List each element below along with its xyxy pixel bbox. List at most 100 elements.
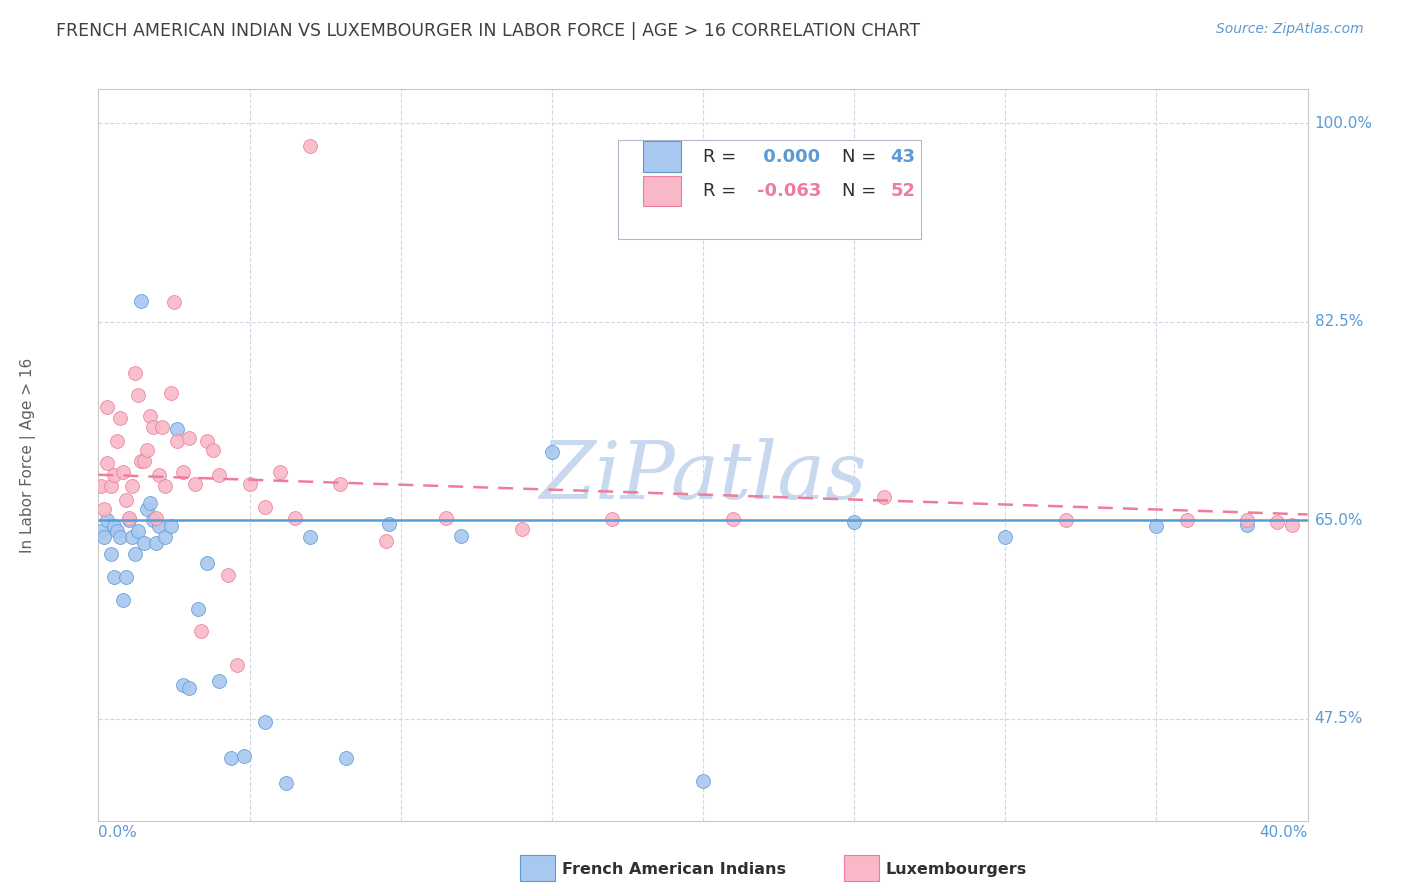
Point xyxy=(450,529,472,543)
Point xyxy=(96,513,118,527)
Point xyxy=(103,570,125,584)
Text: 65.0%: 65.0% xyxy=(1315,513,1362,528)
Text: -0.063: -0.063 xyxy=(758,182,821,200)
Text: N =: N = xyxy=(842,182,882,200)
Point xyxy=(118,513,141,527)
Point xyxy=(540,445,562,459)
Point xyxy=(124,366,146,380)
Point xyxy=(1144,518,1167,533)
Point xyxy=(510,522,533,536)
Point xyxy=(100,479,122,493)
Text: 100.0%: 100.0% xyxy=(1315,116,1372,131)
Point xyxy=(195,556,218,570)
Point xyxy=(202,442,225,457)
Point xyxy=(103,518,125,533)
Point xyxy=(145,511,167,525)
Point xyxy=(90,479,112,493)
Point xyxy=(129,294,152,309)
Point xyxy=(93,530,115,544)
Point xyxy=(118,511,141,525)
Point xyxy=(166,434,188,448)
Point xyxy=(127,388,149,402)
Text: R =: R = xyxy=(703,148,742,166)
Point xyxy=(135,442,157,457)
Text: 47.5%: 47.5% xyxy=(1315,711,1362,726)
Point xyxy=(253,500,276,514)
Text: 0.0%: 0.0% xyxy=(98,825,138,840)
Point xyxy=(145,536,167,550)
Point xyxy=(692,774,714,789)
Text: 43: 43 xyxy=(890,148,915,166)
Point xyxy=(377,516,399,531)
Text: French American Indians: French American Indians xyxy=(562,863,786,877)
Point xyxy=(172,677,194,691)
Point xyxy=(299,530,322,544)
Point xyxy=(160,386,183,401)
Point xyxy=(177,432,201,446)
Point xyxy=(1236,517,1258,532)
Point xyxy=(329,476,352,491)
FancyBboxPatch shape xyxy=(643,142,682,172)
Text: ZiPatlas: ZiPatlas xyxy=(540,438,866,516)
Point xyxy=(374,533,396,548)
Point xyxy=(274,776,297,790)
Point xyxy=(132,536,155,550)
Point xyxy=(1281,517,1303,532)
Point xyxy=(160,518,183,533)
Point xyxy=(177,681,201,695)
Point xyxy=(139,496,162,510)
Point xyxy=(148,467,170,482)
Point xyxy=(721,512,744,526)
Point xyxy=(105,524,128,539)
Point xyxy=(602,512,624,526)
Point xyxy=(335,751,357,765)
Text: Luxembourgers: Luxembourgers xyxy=(886,863,1026,877)
Point xyxy=(142,513,165,527)
Point xyxy=(221,751,243,765)
Point xyxy=(121,479,143,493)
Text: 82.5%: 82.5% xyxy=(1315,314,1362,329)
Point xyxy=(208,674,231,689)
FancyBboxPatch shape xyxy=(619,140,921,239)
Text: FRENCH AMERICAN INDIAN VS LUXEMBOURGER IN LABOR FORCE | AGE > 16 CORRELATION CHA: FRENCH AMERICAN INDIAN VS LUXEMBOURGER I… xyxy=(56,22,921,40)
Point xyxy=(232,749,254,764)
Point xyxy=(139,409,162,423)
Point xyxy=(153,479,176,493)
Point xyxy=(121,530,143,544)
Text: R =: R = xyxy=(703,182,742,200)
Point xyxy=(217,567,239,582)
Point xyxy=(153,530,176,544)
Point xyxy=(96,400,118,414)
Text: 52: 52 xyxy=(890,182,915,200)
Point xyxy=(111,466,134,480)
Point xyxy=(105,434,128,448)
Point xyxy=(873,491,896,505)
Point xyxy=(172,466,194,480)
Point xyxy=(1236,513,1258,527)
Point xyxy=(284,511,307,525)
Point xyxy=(100,547,122,561)
Point xyxy=(184,476,207,491)
Point xyxy=(135,501,157,516)
Point xyxy=(844,516,866,530)
Point xyxy=(114,492,136,507)
Point xyxy=(1265,516,1288,530)
Point xyxy=(269,466,291,480)
Point xyxy=(96,457,118,471)
Point xyxy=(108,530,131,544)
Point xyxy=(142,420,165,434)
Point xyxy=(1175,513,1198,527)
Point xyxy=(208,467,231,482)
Point xyxy=(253,714,276,729)
Text: In Labor Force | Age > 16: In Labor Force | Age > 16 xyxy=(20,358,37,552)
Point xyxy=(132,454,155,468)
Point xyxy=(299,139,322,153)
Point xyxy=(90,524,112,539)
Text: 0.000: 0.000 xyxy=(758,148,821,166)
Point xyxy=(434,511,457,525)
Point xyxy=(150,420,173,434)
Point xyxy=(195,434,218,448)
Point xyxy=(103,467,125,482)
Point xyxy=(114,570,136,584)
Point xyxy=(1054,513,1077,527)
